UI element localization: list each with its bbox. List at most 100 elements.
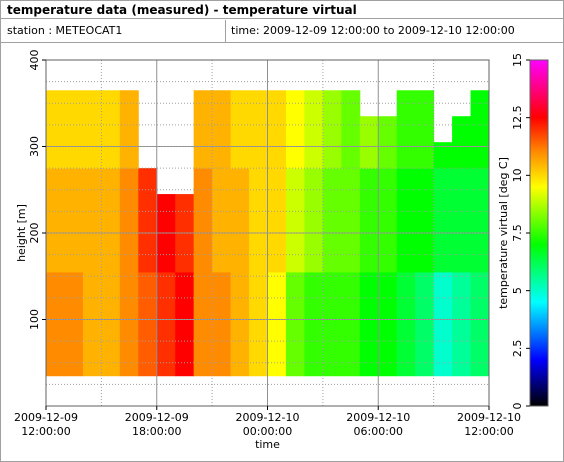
heatmap-cell [230, 116, 250, 143]
heatmap-cell [249, 297, 268, 325]
heatmap-cell [341, 116, 361, 143]
heatmap-cell [64, 323, 84, 351]
heatmap-cell [230, 297, 250, 325]
heatmap-cell [470, 168, 490, 195]
heatmap-cell [378, 323, 398, 351]
heatmap-cell [212, 323, 232, 351]
heatmap-cell [175, 245, 195, 273]
heatmap-cell [193, 271, 213, 299]
x-tick-label: 2009-12-10 06:00:00 [346, 411, 410, 438]
heatmap-cell [193, 168, 213, 195]
heatmap-cell [230, 271, 250, 299]
heatmap-cell [359, 168, 379, 195]
heatmap-cell [267, 142, 287, 169]
heatmap-cell [378, 349, 398, 377]
heatmap-cell [452, 194, 472, 221]
heatmap-cell [433, 245, 453, 273]
x-tick-label: 2009-12-10 12:00:00 [457, 411, 521, 438]
heatmap-cell [359, 116, 379, 143]
heatmap-cell [396, 297, 416, 325]
heatmap-cell [46, 245, 65, 273]
window-title: temperature data (measured) - temperatur… [1, 1, 563, 19]
heatmap-cell [359, 323, 379, 351]
heatmap-cell [452, 168, 472, 195]
heatmap-cell [119, 245, 139, 273]
heatmap-cell [341, 90, 361, 117]
heatmap-cell [193, 142, 213, 169]
heatmap-cell [101, 194, 121, 221]
heatmap-cell [378, 245, 398, 273]
heatmap-cell [452, 323, 472, 351]
heatmap-cell [341, 323, 361, 351]
heatmap-cell [341, 194, 361, 221]
heatmap-cell [230, 323, 250, 351]
heatmap-cell [46, 297, 65, 325]
x-tick-label: 2009-12-10 00:00:00 [236, 411, 300, 438]
heatmap-cell [193, 116, 213, 143]
heatmap-cell [64, 142, 84, 169]
heatmap-cell [396, 323, 416, 351]
heatmap-cell [415, 168, 435, 195]
heatmap-cell [175, 194, 195, 221]
heatmap-cell [212, 116, 232, 143]
colorbar-tick-label: 2.5 [511, 340, 524, 358]
heatmap-cell [322, 168, 342, 195]
heatmap-cell [119, 168, 139, 195]
heatmap-cell [267, 245, 287, 273]
heatmap-cell [212, 271, 232, 299]
heatmap-cell [193, 349, 213, 377]
heatmap-cell [212, 168, 232, 195]
heatmap-cell [64, 271, 84, 299]
heatmap-cell [452, 349, 472, 377]
heatmap-cell [378, 168, 398, 195]
heatmap-cell [119, 271, 139, 299]
heatmap-cell [249, 90, 268, 117]
heatmap-cell [433, 323, 453, 351]
heatmap-cell [415, 245, 435, 273]
colorbar-tick-label: 0 [511, 403, 524, 410]
heatmap-cell [249, 168, 268, 195]
heatmap-cell [415, 323, 435, 351]
heatmap-cell [378, 142, 398, 169]
heatmap-cell [249, 194, 268, 221]
heatmap-cell [267, 168, 287, 195]
heatmap-cell [175, 323, 195, 351]
heatmap-cell [230, 90, 250, 117]
heatmap-cell [470, 297, 490, 325]
heatmap-cell [138, 297, 158, 325]
heatmap-cell [322, 271, 342, 299]
x-tick-label: 2009-12-09 12:00:00 [14, 411, 78, 438]
heatmap-cell [101, 116, 121, 143]
heatmap-cell [359, 142, 379, 169]
heatmap-cell [267, 323, 287, 351]
heatmap-cell [267, 297, 287, 325]
heatmap-cell [304, 194, 324, 221]
heatmap-cell [101, 349, 121, 377]
heatmap-cell [193, 90, 213, 117]
heatmap-cell [452, 116, 472, 143]
heatmap-cell [82, 116, 102, 143]
heatmap-cell [304, 271, 324, 299]
heatmap-cell [64, 297, 84, 325]
heatmap-cell [230, 245, 250, 273]
heatmap-cell [249, 116, 268, 143]
y-tick-label: 400 [28, 50, 41, 71]
heatmap-cell [46, 142, 65, 169]
heatmap-cell [452, 245, 472, 273]
heatmap-cell [230, 168, 250, 195]
colorbar-label: temperature virtual [deg C] [497, 157, 510, 309]
heatmap-cell [322, 90, 342, 117]
heatmap-cell [82, 297, 102, 325]
heatmap-cell [452, 271, 472, 299]
heatmap-cell [64, 245, 84, 273]
heatmap-cell [46, 168, 65, 195]
heatmap-cell [138, 168, 158, 195]
heatmap-cell [285, 323, 305, 351]
heatmap-cell [138, 323, 158, 351]
heatmap-cell [304, 245, 324, 273]
heatmap-cell [230, 194, 250, 221]
heatmap-cell [249, 349, 268, 377]
heatmap-cell [156, 194, 176, 221]
heatmap-cell [415, 194, 435, 221]
